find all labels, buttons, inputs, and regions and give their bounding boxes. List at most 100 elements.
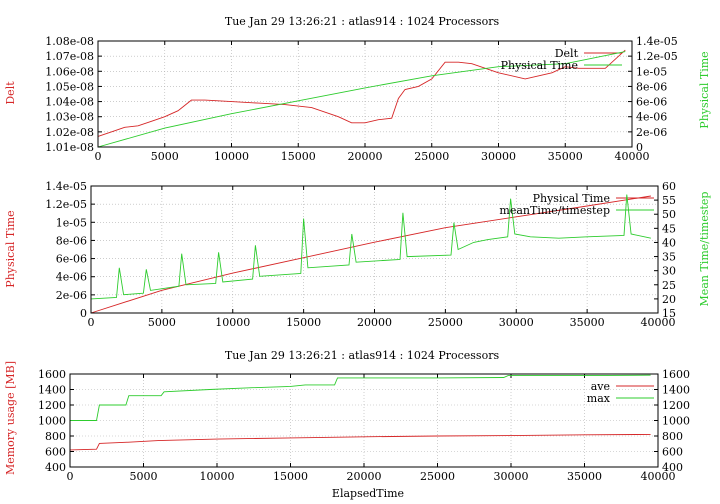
x-tick-label: 10000 <box>200 470 235 483</box>
x-tick-label: 35000 <box>570 316 605 329</box>
bottom-chart-x-axis-label: ElapsedTime <box>332 487 404 500</box>
legend-label: Physical Time <box>533 192 610 205</box>
chart-panel-2: 0 5000 10000 15000 20000 25000 30000 35000 40000… <box>38 368 690 483</box>
y-right-tick-label: 1.2e-05 <box>636 50 678 63</box>
y-left-tick-label: 1.01e-08 <box>45 141 94 154</box>
y-left-tick-label: 1.04e-08 <box>45 96 94 109</box>
y-left-tick-label: 1600 <box>38 368 66 381</box>
x-tick-label: 30000 <box>494 470 529 483</box>
bottom-chart-title: Tue Jan 29 13:26:21 : atlas914 : 1024 Pr… <box>225 349 500 362</box>
y-right-tick-label: 40 <box>662 236 676 249</box>
y-left-tick-label: 0 <box>80 307 87 320</box>
legend-label: max <box>587 392 611 405</box>
x-tick-label: 10000 <box>215 316 250 329</box>
y-right-tick-label: 15 <box>662 307 676 320</box>
y-left-tick-label: 6e-06 <box>56 253 87 266</box>
y-left-tick-label: 1.2e-05 <box>45 198 87 211</box>
x-tick-label: 0 <box>95 150 102 163</box>
x-tick-label: 20000 <box>348 150 383 163</box>
y-left-tick-label: 1.06e-08 <box>45 65 94 78</box>
top-chart-left-axis-label: Delt <box>4 81 17 105</box>
y-right-tick-label: 30 <box>662 265 676 278</box>
x-tick-label: 40000 <box>641 470 676 483</box>
middle-chart-left-axis-label: Physical Time <box>4 210 17 287</box>
plot-frame <box>69 373 659 468</box>
series-line-Delt <box>97 49 626 137</box>
series-line-max <box>70 374 651 421</box>
chart-panel-1: 0 5000 10000 15000 20000 25000 30000 35000 40000… <box>45 180 676 329</box>
plot-frame <box>97 40 633 148</box>
plot-frame <box>90 185 659 314</box>
legend-label: Delt <box>555 47 579 60</box>
y-right-tick-label: 6e-06 <box>636 96 667 109</box>
top-chart-title: Tue Jan 29 13:26:21 : atlas914 : 1024 Pr… <box>225 15 500 28</box>
x-tick-label: 15000 <box>273 470 308 483</box>
x-tick-label: 5000 <box>148 316 176 329</box>
y-right-tick-label: 600 <box>662 446 683 459</box>
y-left-tick-label: 1200 <box>38 399 66 412</box>
x-tick-label: 30000 <box>499 316 534 329</box>
y-left-tick-label: 1400 <box>38 384 66 397</box>
y-right-tick-label: 1600 <box>662 368 690 381</box>
top-chart-right-axis-label: Physical Time <box>698 51 711 128</box>
y-left-tick-label: 400 <box>45 461 66 474</box>
x-tick-label: 35000 <box>548 150 583 163</box>
y-right-tick-label: 0 <box>636 141 643 154</box>
y-right-tick-label: 45 <box>662 222 676 235</box>
x-tick-label: 25000 <box>420 470 455 483</box>
y-left-tick-label: 800 <box>45 430 66 443</box>
x-tick-label: 15000 <box>286 316 321 329</box>
plot-layer: 0 5000 10000 15000 20000 25000 30000 35000 40000… <box>38 35 690 483</box>
y-left-tick-label: 600 <box>45 446 66 459</box>
y-right-tick-label: 1200 <box>662 399 690 412</box>
y-right-tick-label: 8e-06 <box>636 80 667 93</box>
y-right-tick-label: 1.4e-05 <box>636 35 678 48</box>
y-left-tick-label: 1.08e-08 <box>45 35 94 48</box>
y-left-tick-label: 1.02e-08 <box>45 126 94 139</box>
y-right-tick-label: 4e-06 <box>636 111 667 124</box>
x-tick-label: 0 <box>88 316 95 329</box>
y-right-tick-label: 400 <box>662 461 683 474</box>
y-right-tick-label: 2e-06 <box>636 126 667 139</box>
series-line-ave <box>69 433 651 451</box>
y-left-tick-label: 1000 <box>38 415 66 428</box>
y-left-tick-label: 1e-05 <box>56 216 87 229</box>
y-right-tick-label: 800 <box>662 430 683 443</box>
y-left-tick-label: 1.05e-08 <box>45 80 94 93</box>
y-left-tick-label: 1.4e-05 <box>45 180 87 193</box>
y-right-tick-label: 50 <box>662 208 676 221</box>
x-tick-label: 40000 <box>641 316 676 329</box>
y-left-tick-label: 1.07e-08 <box>45 50 94 63</box>
y-right-tick-label: 55 <box>662 194 676 207</box>
y-right-tick-label: 35 <box>662 251 676 264</box>
legend-label: ave <box>591 380 610 393</box>
y-left-tick-label: 4e-06 <box>56 271 87 284</box>
y-left-tick-label: 2e-06 <box>56 289 87 302</box>
x-tick-label: 20000 <box>347 470 382 483</box>
y-right-tick-label: 1400 <box>662 384 690 397</box>
x-tick-label: 5000 <box>151 150 179 163</box>
bottom-chart-left-axis-label: Memory usage [MB] <box>4 361 17 475</box>
x-tick-label: 25000 <box>414 150 449 163</box>
x-tick-label: 10000 <box>214 150 249 163</box>
legend-label: meanTime/timestep <box>499 204 610 217</box>
x-tick-label: 30000 <box>481 150 516 163</box>
series-line-Physical Time <box>97 51 626 148</box>
x-tick-label: 20000 <box>357 316 392 329</box>
middle-chart-right-axis-label: Mean Time/timestep <box>698 192 711 307</box>
x-tick-label: 35000 <box>567 470 602 483</box>
chart-panel-0: 0 5000 10000 15000 20000 25000 30000 35000 40000… <box>45 35 677 163</box>
x-tick-label: 40000 <box>615 150 650 163</box>
series-line-meanTime/timestep <box>90 194 651 300</box>
y-right-tick-label: 1e-05 <box>636 65 667 78</box>
x-tick-label: 5000 <box>130 470 158 483</box>
x-tick-label: 25000 <box>428 316 463 329</box>
y-right-tick-label: 20 <box>662 293 676 306</box>
y-right-tick-label: 1000 <box>662 415 690 428</box>
y-right-tick-label: 60 <box>662 180 676 193</box>
x-tick-label: 0 <box>67 470 74 483</box>
y-right-tick-label: 25 <box>662 279 676 292</box>
y-left-tick-label: 1.03e-08 <box>45 111 94 124</box>
y-left-tick-label: 8e-06 <box>56 234 87 247</box>
